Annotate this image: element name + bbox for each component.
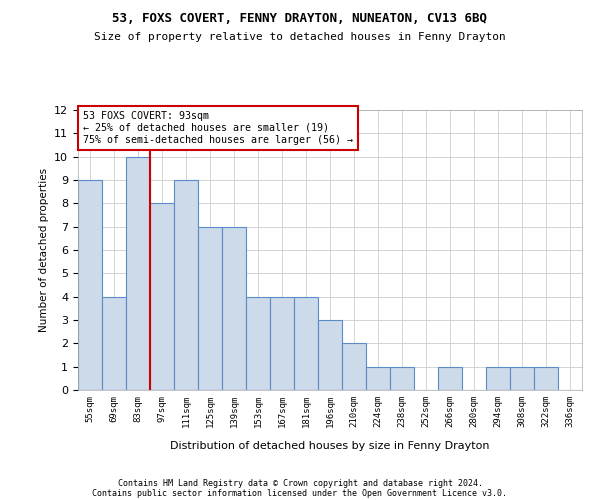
Bar bbox=[366, 366, 390, 390]
Bar bbox=[246, 296, 270, 390]
Y-axis label: Number of detached properties: Number of detached properties bbox=[38, 168, 49, 332]
Bar bbox=[342, 344, 366, 390]
X-axis label: Distribution of detached houses by size in Fenny Drayton: Distribution of detached houses by size … bbox=[170, 441, 490, 451]
Bar bbox=[126, 156, 150, 390]
Text: Contains HM Land Registry data © Crown copyright and database right 2024.: Contains HM Land Registry data © Crown c… bbox=[118, 478, 482, 488]
Text: Size of property relative to detached houses in Fenny Drayton: Size of property relative to detached ho… bbox=[94, 32, 506, 42]
Bar bbox=[294, 296, 318, 390]
Bar bbox=[390, 366, 414, 390]
Bar bbox=[150, 204, 174, 390]
Bar bbox=[486, 366, 510, 390]
Bar bbox=[222, 226, 246, 390]
Bar bbox=[318, 320, 342, 390]
Text: 53 FOXS COVERT: 93sqm
← 25% of detached houses are smaller (19)
75% of semi-deta: 53 FOXS COVERT: 93sqm ← 25% of detached … bbox=[83, 112, 353, 144]
Bar bbox=[438, 366, 462, 390]
Bar bbox=[198, 226, 222, 390]
Bar bbox=[78, 180, 102, 390]
Bar bbox=[174, 180, 198, 390]
Bar bbox=[270, 296, 294, 390]
Bar bbox=[534, 366, 558, 390]
Bar bbox=[510, 366, 534, 390]
Text: 53, FOXS COVERT, FENNY DRAYTON, NUNEATON, CV13 6BQ: 53, FOXS COVERT, FENNY DRAYTON, NUNEATON… bbox=[113, 12, 487, 26]
Bar bbox=[102, 296, 126, 390]
Text: Contains public sector information licensed under the Open Government Licence v3: Contains public sector information licen… bbox=[92, 488, 508, 498]
